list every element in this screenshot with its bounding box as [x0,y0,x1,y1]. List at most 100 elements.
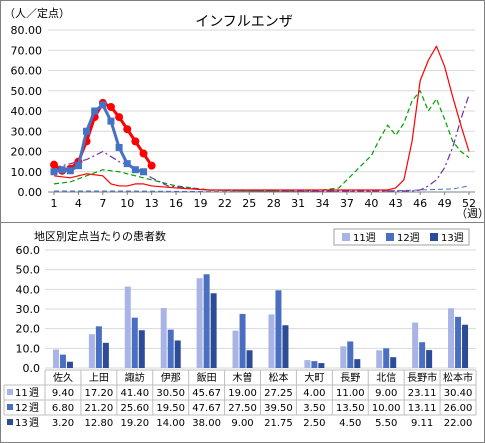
district-bar-chart: 地区別定点当たりの患者数 0.0 10.0 20.0 30.0 40.0 50.0 60.0… [3,228,477,429]
x-tick-label: 22 [218,197,232,210]
table-cell: 23.11 [408,388,437,399]
bar [52,349,59,368]
category-label: 上田 [89,372,109,384]
data-point [131,166,139,174]
table-cell: 30.50 [156,388,185,399]
series-line [53,94,470,192]
table-cell: 27.25 [264,388,293,399]
series-line [53,101,153,173]
table-cell: 45.67 [192,388,221,399]
x-tick-label: 13 [145,197,159,210]
data-point [58,166,66,174]
table-row-unit: 週 [29,387,39,399]
legend-label: 12週 [397,232,420,244]
panel-divider [0,222,485,223]
data-point [74,162,82,170]
table-cell: 19.00 [228,388,257,399]
table-cell: 14.00 [156,418,185,429]
table-cell: 4.00 [303,388,325,399]
y-tick-label: 30.0 [16,303,41,316]
bar [66,361,73,368]
bar [174,340,181,368]
y-tick-label: 20.0 [16,323,41,336]
bar [383,348,390,368]
table-row-unit: 週 [29,402,39,414]
category-label: 長野市 [407,371,437,384]
table-cell: 47.67 [192,403,221,414]
table-row-swatch [7,389,13,395]
bar [160,308,167,368]
bar [239,313,246,368]
bar [419,342,426,368]
x-tick-label: 16 [169,197,183,210]
data-point [131,137,140,146]
data-point [139,149,148,158]
category-label: 松本 [268,371,288,384]
bar [246,350,253,368]
bar [412,322,419,368]
legend-label: 13週 [441,232,464,244]
bar [167,329,174,368]
y-tick-label: 20.00 [11,146,43,159]
data-point [91,107,99,115]
line-chart-x-unit: （週） [456,207,485,220]
bar [232,330,239,368]
x-tick-label: 1 [51,197,58,210]
series-line [53,45,470,191]
x-tick-label: 28 [267,197,281,210]
line-chart-y-unit: （人／定点） [4,6,70,20]
bar [347,341,354,368]
table-row-unit: 週 [29,417,39,429]
x-tick-label: 25 [242,197,256,210]
bar [304,360,311,368]
data-point [83,127,91,135]
y-tick-label: 40.0 [16,283,41,296]
data-point [115,143,123,151]
table-cell: 9.00 [231,418,253,429]
bar [95,326,102,368]
x-tick-label: 31 [291,197,305,210]
x-tick-label: 34 [316,197,330,210]
x-tick-label: 49 [438,197,452,210]
data-point [106,102,115,111]
category-label: 松本市 [443,371,473,384]
category-label: 諏訪 [125,371,145,384]
table-cell: 21.20 [85,403,114,414]
table-cell: 13.11 [408,403,437,414]
series-line [53,90,470,192]
x-tick-label: 37 [340,197,354,210]
x-tick-label: 52 [462,197,476,210]
table-cell: 21.75 [264,418,293,429]
x-tick-label: 4 [75,197,82,210]
table-cell: 3.50 [303,403,325,414]
table-cell: 13.50 [336,403,365,414]
y-tick-label: 40.00 [11,105,43,118]
table-cell: 9.11 [411,418,433,429]
bar [268,314,275,368]
bar [340,346,347,368]
y-tick-label: 80.00 [11,24,43,37]
category-label: 伊那 [161,372,181,384]
table-cell: 41.40 [120,388,149,399]
table-cell: 2.50 [303,418,325,429]
bar [318,363,325,368]
table-cell: 39.50 [264,403,293,414]
bar [354,359,361,368]
table-cell: 19.20 [120,418,149,429]
x-tick-label: 40 [364,197,378,210]
bar [210,293,217,368]
table-cell: 12.80 [85,418,114,429]
data-point [147,161,156,170]
table-cell: 25.60 [120,403,149,414]
table-cell: 17.20 [85,388,114,399]
bar [138,330,145,368]
table-cell: 22.00 [444,418,473,429]
legend-swatch [342,233,350,241]
table-cell: 38.00 [192,418,221,429]
data-point [123,160,131,168]
table-row-swatch [7,419,13,425]
bar [426,350,433,368]
table-cell: 4.50 [339,418,361,429]
table-cell: 27.50 [228,403,257,414]
bar [196,278,203,368]
